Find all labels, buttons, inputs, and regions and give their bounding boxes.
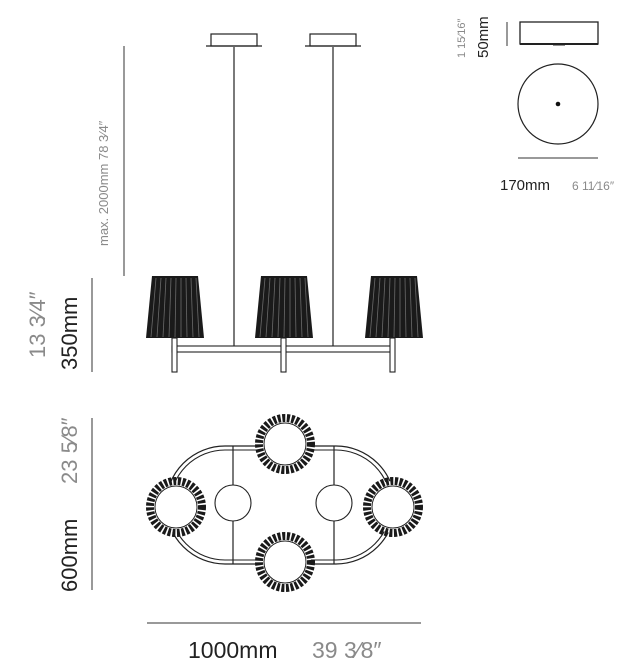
plan-left-shade bbox=[146, 477, 206, 537]
body-height-in: 13 3⁄4″ bbox=[25, 291, 50, 358]
plan-frame-inner bbox=[169, 449, 392, 561]
body-height-mm: 350mm bbox=[57, 297, 82, 370]
plan-right-canopy bbox=[315, 484, 353, 522]
canopy-height-mm: 50mm bbox=[475, 16, 492, 58]
plan-view: 600mm 23 5⁄8″ 1000mm 39 3⁄8″ bbox=[57, 414, 423, 662]
depth-mm: 600mm bbox=[57, 519, 82, 592]
center-stem bbox=[280, 337, 287, 373]
front-elevation: max. 2000mm 78 3⁄4″ bbox=[25, 33, 423, 373]
canopy-side-view: 50mm 1 15⁄16″ bbox=[456, 16, 599, 58]
depth-in: 23 5⁄8″ bbox=[57, 417, 82, 484]
plan-right-shade bbox=[363, 477, 423, 537]
right-canopy bbox=[309, 33, 357, 47]
canopy-diameter-mm: 170mm bbox=[500, 177, 550, 194]
canopy-diameter-in: 6 11⁄16″ bbox=[572, 179, 615, 193]
left-shade bbox=[146, 276, 204, 338]
center-shade bbox=[255, 276, 313, 338]
left-canopy bbox=[210, 33, 258, 47]
plan-frame-outer bbox=[165, 445, 396, 565]
canopy-top-view: 170mm 6 11⁄16″ bbox=[500, 63, 615, 194]
canopy-height-in: 1 15⁄16″ bbox=[456, 19, 468, 58]
suspension-length-label: max. 2000mm 78 3⁄4″ bbox=[96, 120, 111, 246]
canopy-side bbox=[519, 21, 599, 45]
canopy-center-dot bbox=[555, 101, 561, 107]
right-stem bbox=[389, 337, 396, 373]
plan-left-canopy bbox=[214, 484, 252, 522]
plan-bottom-shade bbox=[255, 532, 315, 592]
right-shade bbox=[365, 276, 423, 338]
width-in: 39 3⁄8″ bbox=[312, 637, 382, 662]
plan-top-shade bbox=[255, 414, 315, 474]
width-mm: 1000mm bbox=[188, 637, 277, 662]
left-stem bbox=[171, 337, 178, 373]
